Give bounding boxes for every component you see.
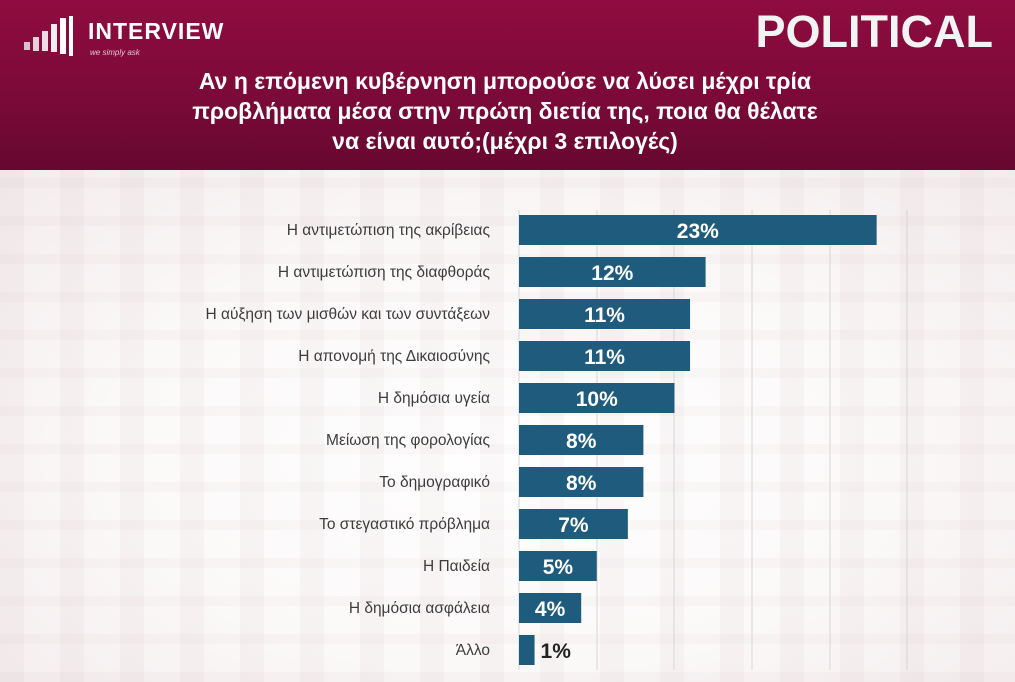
value-label-7: 7%	[558, 514, 589, 537]
bar-7	[519, 509, 628, 539]
category-label-1: Η αντιμετώπιση της διαφθοράς	[278, 264, 490, 281]
bar-4	[519, 383, 675, 413]
bar-2	[519, 299, 691, 329]
bar-10	[519, 635, 535, 665]
category-label-7: Το στεγαστικό πρόβλημα	[319, 516, 490, 533]
value-label-3: 11%	[584, 346, 625, 369]
value-label-9: 4%	[535, 598, 566, 621]
question-line-2: προβλήματα μέσα στην πρώτη διετία της, π…	[192, 98, 818, 124]
question-line-1: Αν η επόμενη κυβέρνηση μπορούσε να λύσει…	[198, 68, 812, 94]
bar-8	[519, 551, 597, 581]
interview-logo: INTERVIEW we simply ask	[24, 12, 254, 62]
bar-1	[519, 257, 706, 287]
chart-background	[0, 170, 1015, 682]
logo-text: INTERVIEW	[88, 18, 225, 44]
value-label-5: 8%	[566, 430, 597, 453]
category-label-9: Η δημόσια ασφάλεια	[349, 600, 490, 617]
value-label-10: 1%	[541, 640, 572, 663]
value-label-2: 11%	[584, 304, 625, 327]
bar-5	[519, 425, 644, 455]
bar-0	[519, 215, 877, 245]
category-label-3: Η απονομή της Δικαιοσύνης	[298, 348, 490, 365]
category-label-6: Το δημογραφικό	[379, 474, 490, 491]
value-label-6: 8%	[566, 472, 597, 495]
question-line-3: να είναι αυτό;(μέχρι 3 επιλογές)	[332, 128, 678, 154]
category-label-10: Άλλο	[456, 642, 490, 659]
bars-logo-icon	[24, 16, 73, 56]
survey-question: Αν η επόμενη κυβέρνηση μπορούσε να λύσει…	[75, 66, 935, 156]
category-label-0: Η αντιμετώπιση της ακρίβειας	[287, 222, 490, 239]
brand-title: POLITICAL	[755, 6, 993, 57]
category-label-4: Η δημόσια υγεία	[378, 390, 490, 407]
category-label-5: Μείωση της φορολογίας	[326, 432, 490, 449]
value-label-0: 23%	[677, 220, 719, 243]
logo-tagline: we simply ask	[90, 48, 140, 57]
bar-3	[519, 341, 691, 371]
category-label-2: Η αύξηση των μισθών και των συντάξεων	[206, 306, 491, 323]
bar-6	[519, 467, 644, 497]
value-label-8: 5%	[543, 556, 574, 579]
bar-9	[519, 593, 582, 623]
value-label-4: 10%	[576, 388, 618, 411]
value-label-1: 12%	[591, 262, 633, 285]
category-label-8: Η Παιδεία	[423, 558, 490, 575]
bar-chart: Η αντιμετώπιση της ακρίβειας 23% Η αντιμετ…	[206, 210, 908, 670]
header-banner: INTERVIEW we simply ask POLITICAL Αν η ε…	[0, 0, 1015, 170]
